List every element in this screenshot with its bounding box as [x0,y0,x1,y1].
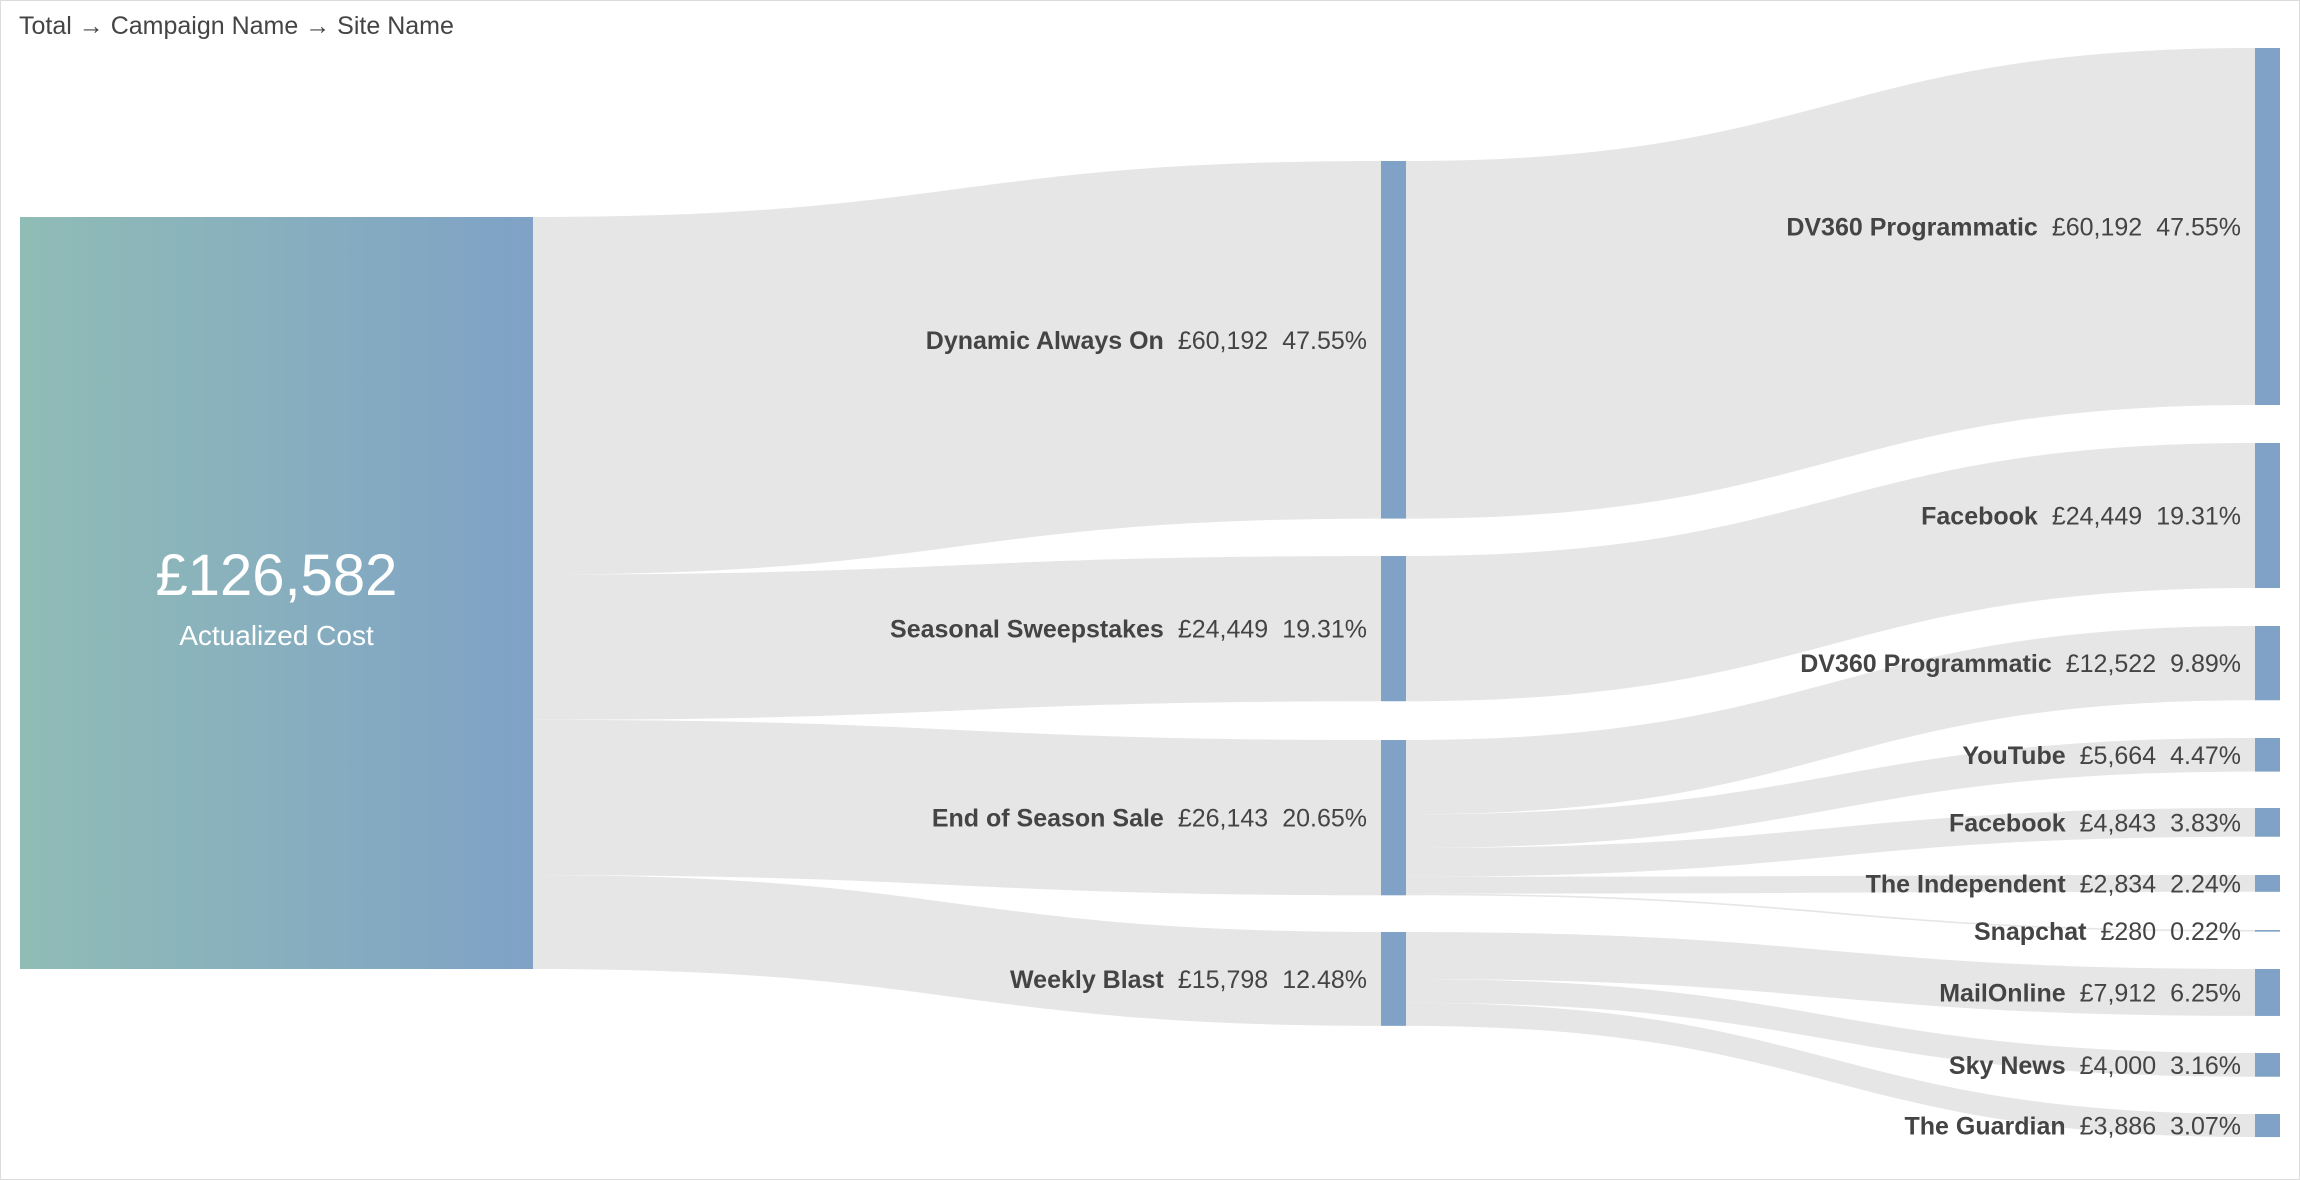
site-node-dv360-programmatic-0[interactable] [2255,48,2280,405]
link-total-to-seasonal-sweepstakes [533,556,1381,720]
link-end-of-season-sale-to-snapchat-6 [1406,893,2255,932]
campaign-label-weekly-blast: Weekly Blast £15,798 12.48% [1010,966,1367,994]
total-value-label: £126,582 [156,543,398,608]
site-node-mailonline-7[interactable] [2255,969,2280,1016]
breadcrumb[interactable]: Total → Campaign Name → Site Name [19,12,454,40]
campaign-node-seasonal-sweepstakes[interactable] [1381,556,1406,702]
links-layer [533,48,2255,1138]
site-label-snapchat-6: Snapchat £280 0.22% [1974,918,2241,946]
campaign-label-end-of-season-sale: End of Season Sale £26,143 20.65% [932,805,1367,833]
site-node-sky-news-8[interactable] [2255,1053,2280,1077]
link-weekly-blast-to-sky-news-8 [1406,979,2255,1077]
link-dynamic-always-on-to-dv360-programmatic-0 [1406,48,2255,519]
labels-layer: £126,582 Actualized Cost Dynamic Always On… [156,214,2241,1141]
site-node-facebook-1[interactable] [2255,443,2280,589]
total-node[interactable] [20,217,533,969]
site-label-mailonline-7: MailOnline £7,912 6.25% [1939,979,2241,1007]
site-label-facebook-1: Facebook £24,449 19.31% [1921,503,2241,531]
site-node-snapchat-6[interactable] [2255,930,2280,932]
link-total-to-dynamic-always-on [533,161,1381,575]
link-total-to-end-of-season-sale [533,719,1381,896]
link-weekly-blast-to-the-guardian-9 [1406,1002,2255,1138]
link-seasonal-sweepstakes-to-facebook-1 [1406,443,2255,702]
link-total-to-weekly-blast [533,875,1381,1026]
nodes-layer [20,48,2280,1138]
site-label-the-independent-5: The Independent £2,834 2.24% [1866,870,2241,898]
site-label-sky-news-8: Sky News £4,000 3.16% [1949,1052,2241,1080]
site-label-dv360-programmatic-2: DV360 Programmatic £12,522 9.89% [1800,650,2241,678]
link-end-of-season-sale-to-the-independent-5 [1406,875,2255,894]
site-node-youtube-3[interactable] [2255,738,2280,772]
link-end-of-season-sale-to-youtube-3 [1406,738,2255,849]
site-label-facebook-4: Facebook £4,843 3.83% [1949,809,2241,837]
campaign-node-weekly-blast[interactable] [1381,932,1406,1026]
site-label-youtube-3: YouTube £5,664 4.47% [1962,742,2241,770]
campaign-node-end-of-season-sale[interactable] [1381,740,1406,896]
site-node-facebook-4[interactable] [2255,808,2280,837]
campaign-node-dynamic-always-on[interactable] [1381,161,1406,519]
campaign-label-seasonal-sweepstakes: Seasonal Sweepstakes £24,449 19.31% [890,616,1367,644]
site-label-the-guardian-9: The Guardian £3,886 3.07% [1905,1113,2242,1141]
link-weekly-blast-to-mailonline-7 [1406,932,2255,1016]
total-caption-label: Actualized Cost [179,620,374,651]
site-label-dv360-programmatic-0: DV360 Programmatic £60,192 47.55% [1786,214,2241,242]
site-node-dv360-programmatic-2[interactable] [2255,626,2280,701]
site-node-the-independent-5[interactable] [2255,875,2280,892]
site-node-the-guardian-9[interactable] [2255,1114,2280,1138]
campaign-label-dynamic-always-on: Dynamic Always On £60,192 47.55% [926,327,1367,355]
link-end-of-season-sale-to-facebook-4 [1406,808,2255,877]
link-end-of-season-sale-to-dv360-programmatic-2 [1406,626,2255,815]
